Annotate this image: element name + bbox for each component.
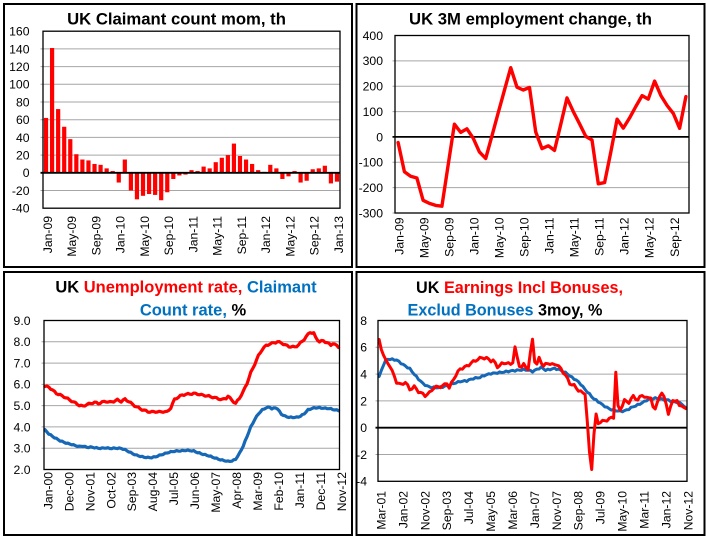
svg-text:May-10: May-10 [493, 217, 507, 258]
svg-text:0: 0 [23, 166, 30, 180]
svg-text:Sep-03: Sep-03 [440, 491, 454, 531]
svg-text:100: 100 [363, 105, 384, 119]
svg-text:60: 60 [16, 113, 30, 127]
svg-text:Jan-13: Jan-13 [332, 216, 346, 253]
svg-text:5.0: 5.0 [14, 399, 31, 413]
svg-text:Jun-06: Jun-06 [188, 472, 202, 509]
svg-text:300: 300 [363, 54, 384, 68]
svg-text:-200: -200 [359, 181, 384, 195]
svg-text:Nov-02: Nov-02 [418, 491, 432, 531]
svg-text:Sep-10: Sep-10 [162, 216, 176, 256]
svg-text:Nov-12: Nov-12 [335, 472, 349, 512]
svg-text:Jan-12: Jan-12 [259, 216, 273, 253]
svg-text:0: 0 [376, 130, 383, 144]
svg-text:May-09: May-09 [65, 216, 79, 257]
svg-text:-100: -100 [359, 156, 384, 170]
svg-text:2: 2 [360, 394, 367, 408]
svg-text:May-12: May-12 [643, 217, 657, 258]
svg-text:400: 400 [363, 29, 384, 43]
svg-text:Feb-10: Feb-10 [272, 472, 286, 511]
svg-text:40: 40 [16, 131, 30, 145]
svg-text:Dec-11: Dec-11 [314, 472, 328, 511]
svg-text:Oct-02: Oct-02 [104, 472, 118, 509]
svg-text:Mar-11: Mar-11 [638, 491, 652, 529]
svg-text:UK Claimant count mom, th: UK Claimant count mom, th [67, 10, 286, 29]
svg-text:Jan-12: Jan-12 [618, 217, 632, 254]
svg-text:Sep-08: Sep-08 [572, 491, 586, 531]
svg-text:20: 20 [16, 149, 30, 163]
svg-text:Jan-02: Jan-02 [396, 491, 410, 528]
svg-text:Jan-09: Jan-09 [393, 217, 407, 254]
svg-text:200: 200 [363, 80, 384, 94]
svg-text:May-12: May-12 [283, 216, 297, 257]
svg-text:Sep-12: Sep-12 [668, 217, 682, 257]
svg-text:Jul-04: Jul-04 [462, 491, 476, 524]
svg-text:Count rate, %: Count rate, % [140, 302, 247, 320]
svg-text:-20: -20 [12, 184, 30, 198]
svg-text:120: 120 [9, 60, 30, 74]
svg-text:Jan-09: Jan-09 [41, 216, 55, 253]
svg-text:Apr-08: Apr-08 [230, 472, 244, 509]
svg-text:Sep-09: Sep-09 [89, 216, 103, 256]
svg-text:4.0: 4.0 [14, 420, 31, 434]
svg-text:Nov-07: Nov-07 [550, 491, 564, 531]
svg-text:-4: -4 [356, 475, 367, 489]
svg-text:100: 100 [9, 78, 30, 92]
svg-text:Sep-11: Sep-11 [593, 217, 607, 256]
svg-text:Mar-09: Mar-09 [251, 472, 265, 511]
svg-text:May-05: May-05 [484, 491, 498, 532]
svg-text:May-11: May-11 [211, 216, 225, 256]
svg-text:May-07: May-07 [209, 472, 223, 513]
svg-text:Sep-10: Sep-10 [518, 217, 532, 257]
svg-text:May-10: May-10 [138, 216, 152, 257]
svg-text:7.0: 7.0 [14, 357, 31, 371]
svg-text:Sep-03: Sep-03 [125, 472, 139, 512]
svg-text:Mar-01: Mar-01 [375, 491, 389, 530]
svg-text:Nov-12: Nov-12 [681, 491, 695, 531]
svg-text:160: 160 [9, 25, 30, 39]
svg-text:Jul-09: Jul-09 [594, 491, 608, 524]
svg-text:Jan-12: Jan-12 [659, 491, 673, 528]
svg-text:Jan-11: Jan-11 [293, 472, 307, 509]
svg-text:UK 3M employment change, th: UK 3M employment change, th [409, 10, 652, 29]
svg-text:Mar-06: Mar-06 [506, 491, 520, 530]
svg-text:Sep-09: Sep-09 [443, 217, 457, 257]
svg-text:140: 140 [9, 42, 30, 56]
svg-text:6: 6 [360, 341, 367, 355]
svg-text:8: 8 [360, 314, 367, 328]
svg-text:8.0: 8.0 [14, 335, 31, 349]
svg-text:Jan-07: Jan-07 [528, 491, 542, 528]
svg-text:Jul-05: Jul-05 [167, 472, 181, 505]
svg-text:80: 80 [16, 95, 30, 109]
svg-text:2.0: 2.0 [14, 463, 31, 477]
svg-text:Nov-01: Nov-01 [83, 472, 97, 512]
svg-text:Aug-04: Aug-04 [146, 472, 160, 512]
svg-text:-2: -2 [356, 448, 367, 462]
svg-text:May-11: May-11 [568, 217, 582, 257]
svg-text:UK Unemployment rate, Claimant: UK Unemployment rate, Claimant [55, 279, 317, 297]
svg-text:Sep-12: Sep-12 [308, 216, 322, 256]
svg-text:Jan-11: Jan-11 [543, 217, 557, 254]
svg-text:9.0: 9.0 [14, 314, 31, 328]
svg-text:6.0: 6.0 [14, 378, 31, 392]
svg-text:Jan-10: Jan-10 [468, 217, 482, 254]
svg-text:3.0: 3.0 [14, 442, 31, 456]
svg-text:May-10: May-10 [616, 491, 630, 532]
svg-text:4: 4 [360, 368, 367, 382]
svg-text:-40: -40 [12, 202, 30, 216]
svg-text:0: 0 [360, 421, 367, 435]
svg-text:UK Earnings Incl Bonuses,: UK Earnings Incl Bonuses, [416, 279, 623, 297]
svg-text:Exclud Bonuses 3moy, %: Exclud Bonuses 3moy, % [408, 302, 603, 320]
svg-text:-300: -300 [359, 206, 384, 220]
svg-text:Jan-11: Jan-11 [186, 216, 200, 253]
svg-text:May-09: May-09 [418, 217, 432, 258]
svg-text:Sep-11: Sep-11 [235, 216, 249, 255]
svg-text:Jan-00: Jan-00 [41, 472, 55, 509]
svg-text:Jan-10: Jan-10 [114, 216, 128, 253]
svg-text:Dec-00: Dec-00 [62, 472, 76, 512]
